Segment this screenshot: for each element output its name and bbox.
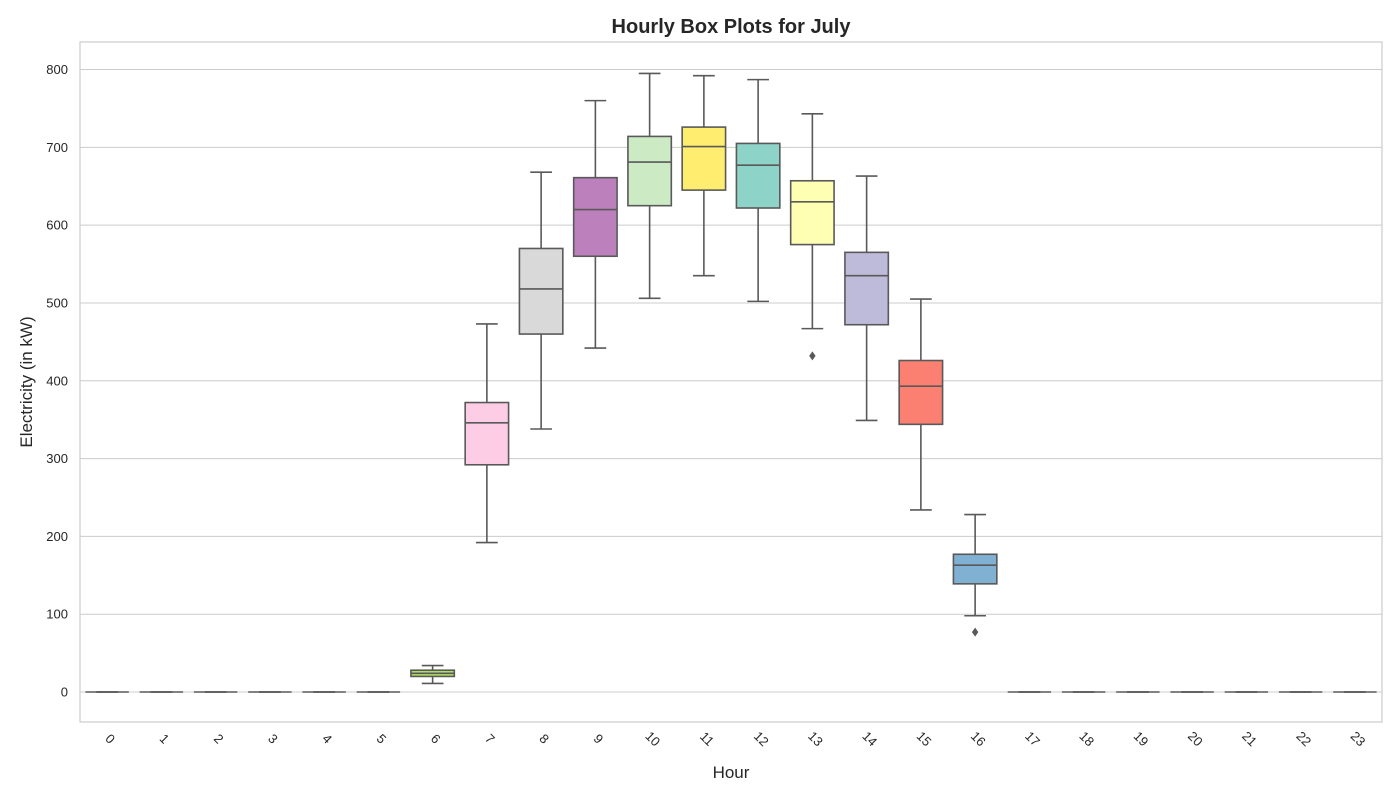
box-hour-12: [735, 78, 781, 303]
box-hour-6: [410, 664, 456, 685]
x-tick-label: 16: [968, 728, 989, 749]
iqr-box: [844, 251, 890, 326]
x-tick-label: 9: [591, 731, 607, 747]
x-tick-label: 3: [265, 731, 281, 747]
x-tick-label: 2: [211, 731, 227, 747]
iqr-box: [572, 176, 618, 258]
x-tick-label: 11: [697, 729, 717, 749]
iqr-box: [627, 135, 673, 207]
x-tick-label: 18: [1076, 728, 1097, 749]
x-tick-label: 7: [482, 731, 498, 747]
y-axis-label: Electricity (in kW): [17, 316, 36, 447]
x-tick-label: 22: [1293, 728, 1314, 749]
iqr-box: [735, 142, 781, 209]
x-tick-label: 0: [102, 731, 118, 747]
y-tick-label: 500: [46, 295, 68, 310]
x-tick-label: 17: [1022, 728, 1043, 749]
x-tick-label: 6: [428, 731, 444, 747]
x-tick-label: 5: [374, 731, 390, 747]
outlier-point: [809, 351, 816, 361]
x-tick-label: 1: [157, 731, 173, 747]
box-hour-16: [952, 513, 998, 637]
x-axis-ticks: 0 1 2 3 4 5 6 7 8 9 10 11 12 13 14 15 16 17 18 19 20 21 22 23: [102, 728, 1368, 749]
y-tick-label: 800: [46, 62, 68, 77]
y-tick-label: 200: [46, 529, 68, 544]
box-hour-15: [898, 298, 944, 511]
grid-lines: [80, 69, 1382, 693]
box-hour-7: [464, 323, 510, 544]
y-axis-ticks: 0 100 200 300 400 500 600 700 800: [46, 62, 68, 700]
x-tick-label: 12: [751, 728, 772, 749]
x-tick-label: 10: [642, 728, 663, 749]
iqr-box: [518, 247, 564, 335]
iqr-box: [789, 179, 835, 246]
iqr-box: [952, 553, 998, 585]
x-tick-label: 20: [1185, 728, 1206, 749]
box-series: [85, 72, 1377, 693]
box-hour-8: [518, 171, 564, 430]
x-tick-label: 13: [805, 728, 826, 749]
box-hour-10: [627, 72, 673, 300]
x-tick-label: 8: [536, 731, 552, 747]
x-tick-label: 23: [1348, 728, 1369, 749]
outlier-point: [971, 627, 979, 637]
y-tick-label: 600: [46, 218, 68, 233]
x-tick-label: 19: [1131, 728, 1152, 749]
box-hour-14: [844, 175, 890, 422]
y-tick-label: 0: [61, 685, 68, 700]
box-hour-9: [572, 99, 618, 349]
y-tick-label: 300: [46, 451, 68, 466]
chart-title: Hourly Box Plots for July: [612, 16, 852, 38]
y-tick-label: 100: [46, 607, 68, 622]
iqr-box: [898, 359, 944, 426]
box-hour-11: [681, 74, 727, 277]
x-tick-label: 14: [859, 728, 880, 749]
x-tick-label: 15: [914, 728, 935, 749]
box-hour-13: [789, 113, 835, 361]
x-tick-label: 4: [319, 731, 335, 747]
y-tick-label: 400: [46, 373, 68, 388]
iqr-box: [681, 126, 727, 191]
x-axis-label: Hour: [713, 763, 750, 782]
iqr-box: [464, 401, 510, 466]
x-tick-label: 21: [1239, 728, 1260, 749]
plot-area-frame: [79, 41, 1383, 723]
y-tick-label: 700: [46, 140, 68, 155]
